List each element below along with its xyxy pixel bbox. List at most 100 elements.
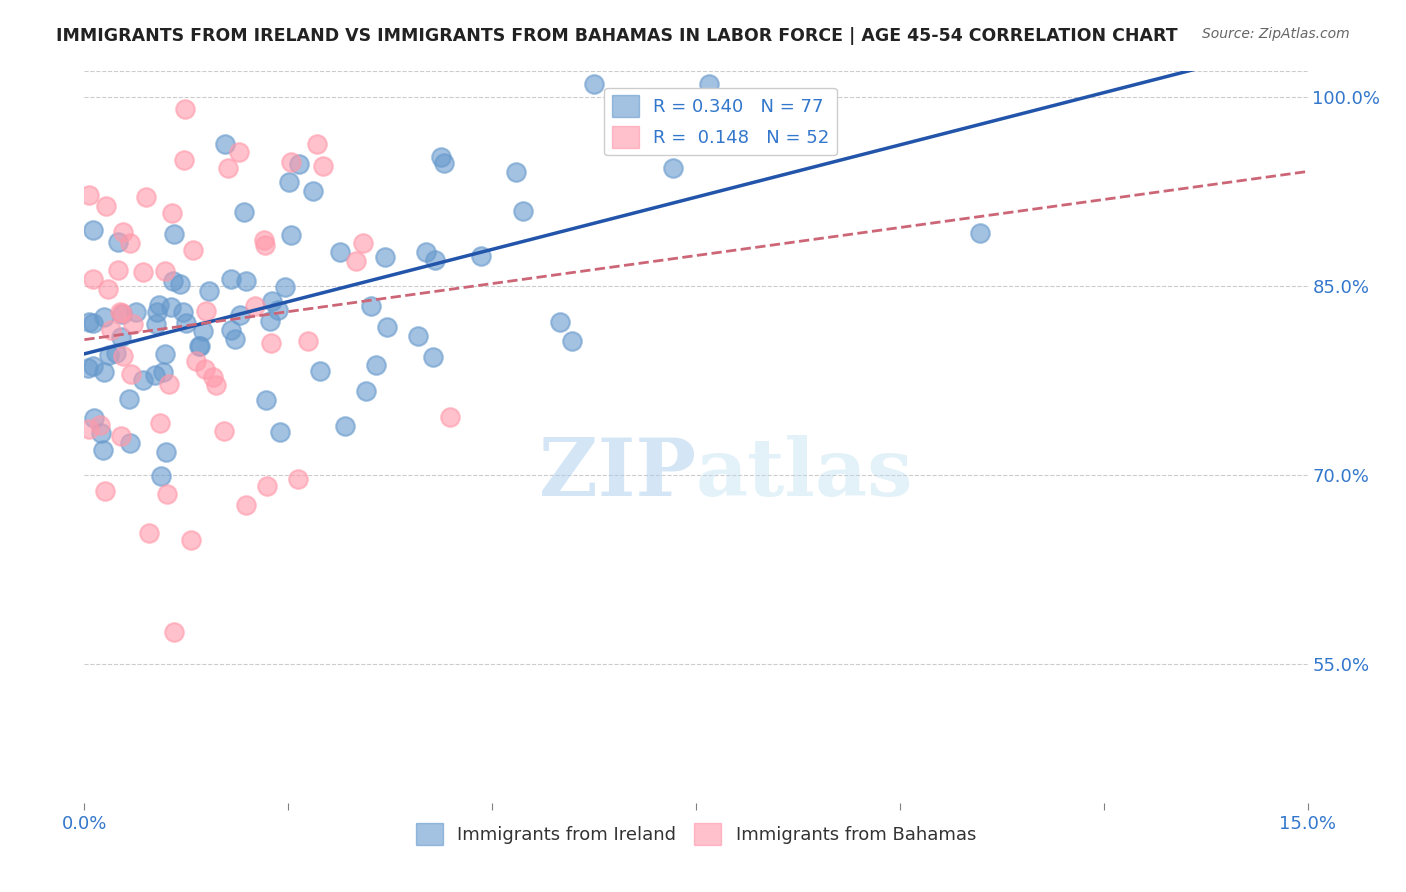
Point bbox=[82, 317, 104, 331]
Point bbox=[256, 479, 278, 493]
Text: IMMIGRANTS FROM IRELAND VS IMMIGRANTS FROM BAHAMAS IN LABOR FORCE | AGE 45-54 CO: IMMIGRANTS FROM IRELAND VS IMMIGRANTS FR… bbox=[56, 27, 1178, 45]
Point bbox=[309, 364, 332, 378]
Point bbox=[91, 443, 114, 458]
Point bbox=[131, 264, 153, 278]
Point bbox=[415, 245, 437, 260]
Point bbox=[77, 188, 100, 202]
Point bbox=[217, 161, 239, 175]
Point bbox=[274, 280, 297, 294]
Point bbox=[194, 362, 217, 376]
Point bbox=[312, 159, 335, 173]
Point bbox=[146, 305, 169, 319]
Point bbox=[122, 317, 145, 331]
Point bbox=[202, 370, 225, 384]
Point bbox=[82, 272, 104, 286]
Point bbox=[104, 345, 127, 359]
Point bbox=[280, 228, 302, 243]
Point bbox=[561, 334, 583, 348]
Point bbox=[132, 373, 155, 387]
Point bbox=[430, 150, 453, 164]
Point bbox=[219, 272, 242, 286]
Point bbox=[297, 334, 319, 348]
Point bbox=[219, 323, 242, 337]
Point bbox=[153, 263, 176, 277]
Point bbox=[195, 304, 218, 318]
Point bbox=[406, 328, 429, 343]
Point bbox=[94, 199, 117, 213]
Point bbox=[155, 445, 177, 459]
Point bbox=[107, 235, 129, 249]
Point bbox=[180, 533, 202, 547]
Point bbox=[93, 365, 115, 379]
Point bbox=[280, 155, 302, 169]
Point bbox=[229, 308, 252, 322]
Point bbox=[120, 368, 142, 382]
Point bbox=[118, 236, 141, 251]
Point bbox=[305, 136, 328, 151]
Point bbox=[162, 274, 184, 288]
Point bbox=[232, 205, 254, 219]
Point bbox=[77, 315, 100, 329]
Point bbox=[156, 487, 179, 501]
Point bbox=[354, 384, 377, 399]
Point bbox=[260, 335, 283, 350]
Point bbox=[125, 305, 148, 319]
Point bbox=[110, 304, 132, 318]
Point bbox=[112, 225, 135, 239]
Point bbox=[969, 226, 991, 240]
Point bbox=[148, 298, 170, 312]
Point bbox=[228, 145, 250, 159]
Point bbox=[204, 378, 226, 392]
Point bbox=[77, 361, 100, 376]
Point bbox=[582, 77, 605, 91]
Point bbox=[243, 299, 266, 313]
Point bbox=[82, 223, 104, 237]
Text: ZIP: ZIP bbox=[538, 434, 696, 513]
Point bbox=[111, 349, 134, 363]
Point bbox=[193, 324, 215, 338]
Point bbox=[135, 190, 157, 204]
Point bbox=[287, 156, 309, 170]
Point bbox=[97, 282, 120, 296]
Point bbox=[505, 164, 527, 178]
Point bbox=[118, 392, 141, 406]
Point bbox=[160, 300, 183, 314]
Point bbox=[138, 526, 160, 541]
Point bbox=[439, 409, 461, 424]
Point bbox=[163, 625, 186, 640]
Point bbox=[160, 206, 183, 220]
Point bbox=[174, 316, 197, 330]
Point bbox=[333, 419, 356, 434]
Point bbox=[470, 249, 492, 263]
Point bbox=[224, 332, 246, 346]
Point bbox=[266, 303, 288, 318]
Point bbox=[173, 153, 195, 168]
Point bbox=[352, 236, 374, 251]
Point bbox=[149, 417, 172, 431]
Point bbox=[278, 175, 301, 189]
Text: Source: ZipAtlas.com: Source: ZipAtlas.com bbox=[1202, 27, 1350, 41]
Point bbox=[377, 320, 399, 334]
Point bbox=[169, 277, 191, 291]
Point bbox=[364, 358, 387, 372]
Point bbox=[174, 102, 197, 116]
Point bbox=[152, 365, 174, 379]
Point bbox=[269, 425, 291, 440]
Point bbox=[150, 469, 173, 483]
Point bbox=[699, 77, 721, 91]
Point bbox=[259, 314, 281, 328]
Point bbox=[181, 244, 204, 258]
Point bbox=[662, 161, 685, 175]
Point bbox=[190, 339, 212, 353]
Point bbox=[143, 368, 166, 382]
Point bbox=[111, 307, 134, 321]
Point bbox=[253, 237, 276, 252]
Point bbox=[512, 204, 534, 219]
Point bbox=[107, 262, 129, 277]
Text: atlas: atlas bbox=[696, 434, 914, 513]
Point bbox=[214, 137, 236, 152]
Point bbox=[89, 417, 111, 432]
Point bbox=[90, 425, 112, 440]
Point bbox=[82, 359, 104, 374]
Point bbox=[253, 233, 276, 247]
